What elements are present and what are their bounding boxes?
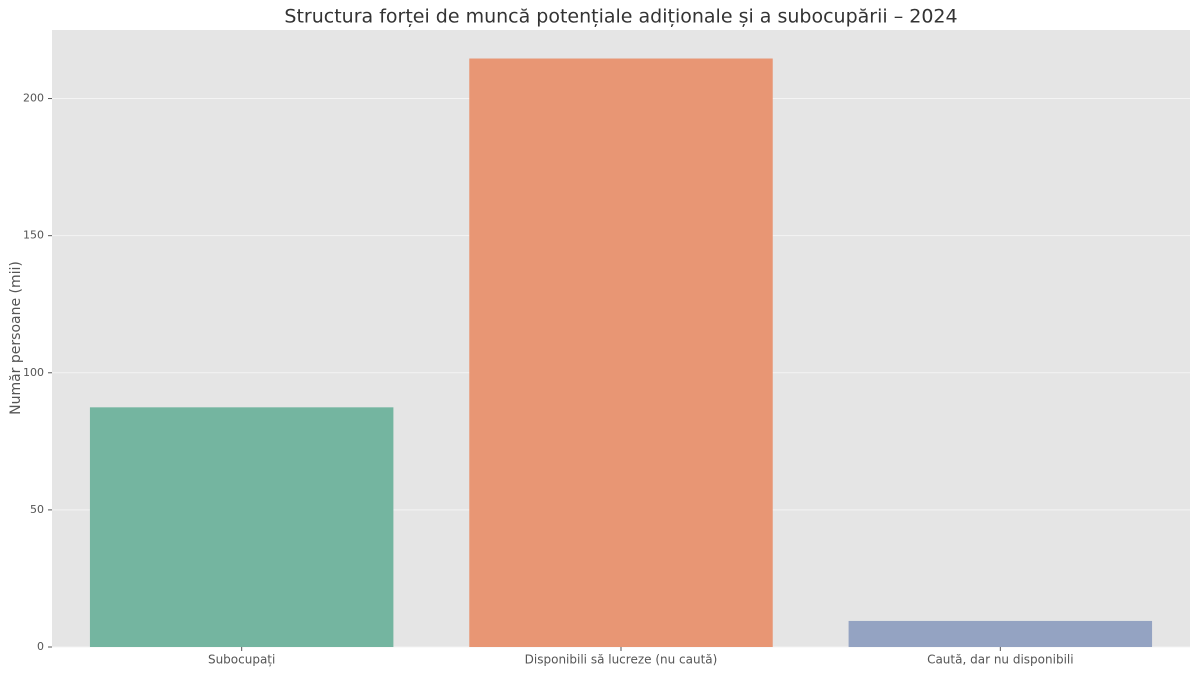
x-tick-label: Subocupați	[208, 653, 275, 667]
y-tick-label: 100	[23, 366, 44, 379]
y-tick-label: 150	[23, 229, 44, 242]
y-axis-label: Număr persoane (mii)	[8, 261, 24, 415]
bar	[89, 407, 394, 647]
chart-title: Structura forței de muncă potențiale adi…	[284, 6, 957, 28]
x-tick-label: Caută, dar nu disponibili	[927, 653, 1074, 667]
bar	[848, 620, 1153, 647]
y-tick-label: 0	[37, 640, 44, 653]
y-tick-label: 50	[30, 503, 44, 516]
bar	[469, 58, 773, 648]
y-tick-label: 200	[23, 92, 44, 105]
x-tick-label: Disponibili să lucreze (nu caută)	[525, 653, 718, 667]
